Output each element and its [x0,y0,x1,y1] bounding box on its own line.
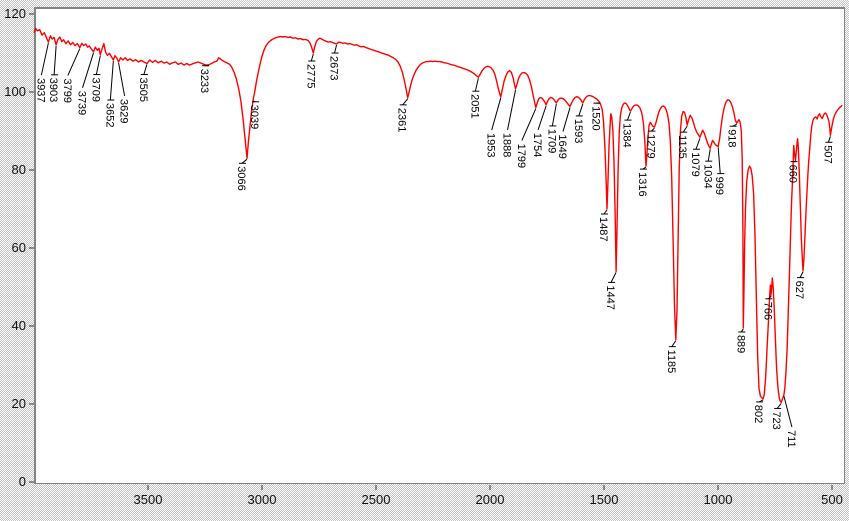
peak-leader-line [118,62,126,97]
peak-label: 2361 [396,108,408,132]
peak-leader-line [827,136,831,143]
peak-leader-line [521,108,537,141]
peak-label: 1034 [701,164,713,188]
peak-label: 1185 [665,350,677,374]
peak-leader-line [717,147,721,174]
peak-leader-line [783,395,793,428]
peak-label: 627 [793,281,805,299]
peak-leader-line [143,64,148,75]
peak-leader-line [626,111,631,121]
peak-label: 3739 [76,91,88,115]
x-tick-label: 1500 [590,492,619,507]
peak-leader-line [799,271,804,278]
peak-leader-line [474,78,479,92]
x-tick-label: 500 [821,492,843,507]
peak-label: 1279 [644,134,656,158]
peak-label: 507 [821,145,833,163]
peak-label: 1593 [572,119,584,143]
peak-leader-line [707,149,711,162]
plot-border-highlight [34,7,845,484]
peak-leader-line [603,209,608,215]
peak-label: 1754 [531,133,543,157]
peak-leader-line [95,55,101,75]
peak-leader-line [82,52,94,88]
peak-label: 1520 [589,106,601,130]
y-tick-label: 120 [4,6,26,21]
peak-leader-line [334,44,338,54]
peak-label: 3066 [235,166,247,190]
peak-label: 3233 [198,69,210,93]
peak-label: 1888 [501,133,513,157]
y-tick-label: 20 [12,396,26,411]
y-tick-label: 0 [19,474,26,489]
peak-label: 1447 [604,285,616,309]
peak-label: 3903 [47,78,59,102]
peak-label: 3629 [118,99,130,123]
x-tick-label: 1000 [704,492,733,507]
peak-leader-line [507,89,517,130]
peak-leader-line [682,125,688,133]
peak-leader-line [671,340,677,347]
peak-label: 1079 [689,152,701,176]
spectrum-curve [33,27,843,404]
peak-leader-line [562,107,571,132]
x-tick-label: 3000 [248,492,277,507]
peak-leader-line [551,103,557,127]
peak-label: 723 [770,411,782,429]
peak-leader-line [402,98,409,106]
peak-label: 3799 [61,79,73,103]
peak-leader-line [241,158,248,164]
peak-label: 1649 [556,134,568,158]
peak-label: 802 [752,405,764,423]
x-tick-label: 3500 [134,492,163,507]
peak-label: 3652 [103,103,115,127]
peak-leader-line [578,103,584,117]
peak-label: 766 [761,302,773,320]
peak-label: 3039 [248,105,260,129]
peak-label: 660 [787,165,799,183]
peak-leader-line [695,138,701,150]
y-tick-label: 100 [4,84,26,99]
peak-label: 999 [713,177,725,195]
peak-label: 918 [726,129,738,147]
peak-leader-line [109,60,114,101]
peak-label: 3937 [34,78,46,102]
peak-leader-line [776,403,782,409]
y-tick-label: 60 [12,240,26,255]
peak-leader-line [53,45,57,75]
peak-label: 1316 [636,172,648,196]
peak-label: 2673 [328,56,340,80]
peak-label: 3709 [89,78,101,102]
peak-label: 1709 [545,129,557,153]
peak-leader-line [40,42,49,76]
plot-area [34,7,845,484]
peak-label: 1135 [676,135,688,159]
peak-leader-line [310,53,314,62]
peak-leader-line [610,272,617,283]
peak-label: 2051 [468,94,480,118]
peak-label: 1487 [597,217,609,241]
peak-label: 3505 [137,78,149,102]
peak-label: 711 [785,430,797,448]
peak-label: 1953 [485,133,497,157]
peak-leader-line [491,97,502,131]
peak-leader-line [67,48,81,76]
y-tick-label: 80 [12,162,26,177]
x-tick-label: 2000 [476,492,505,507]
x-tick-label: 2500 [362,492,391,507]
peak-label: 1799 [515,144,527,168]
peak-label: 1384 [620,123,632,147]
peak-label: 889 [734,335,746,353]
y-tick-label: 40 [12,318,26,333]
peak-leader-line [537,105,547,131]
peak-label: 2775 [304,64,316,88]
